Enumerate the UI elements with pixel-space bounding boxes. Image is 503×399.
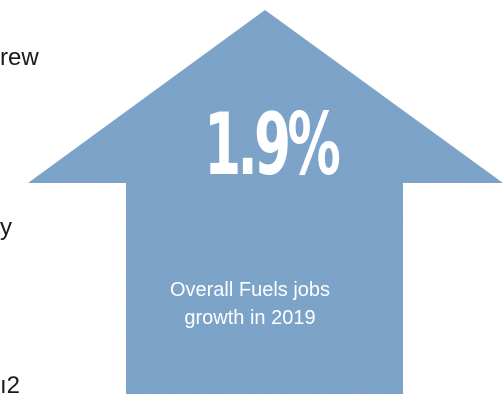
caption-line-1: Overall Fuels jobs	[169, 279, 331, 301]
caption-line-2: growth in 2019	[184, 307, 316, 329]
cut-off-text-line-3: ı2	[0, 372, 21, 399]
cut-off-text-line-1: rew	[0, 44, 39, 71]
stat-value: 1.9%	[204, 95, 341, 195]
cut-off-text-line-2: y	[0, 214, 12, 241]
stat-caption: Overall Fuels jobs growth in 2019	[140, 276, 360, 332]
